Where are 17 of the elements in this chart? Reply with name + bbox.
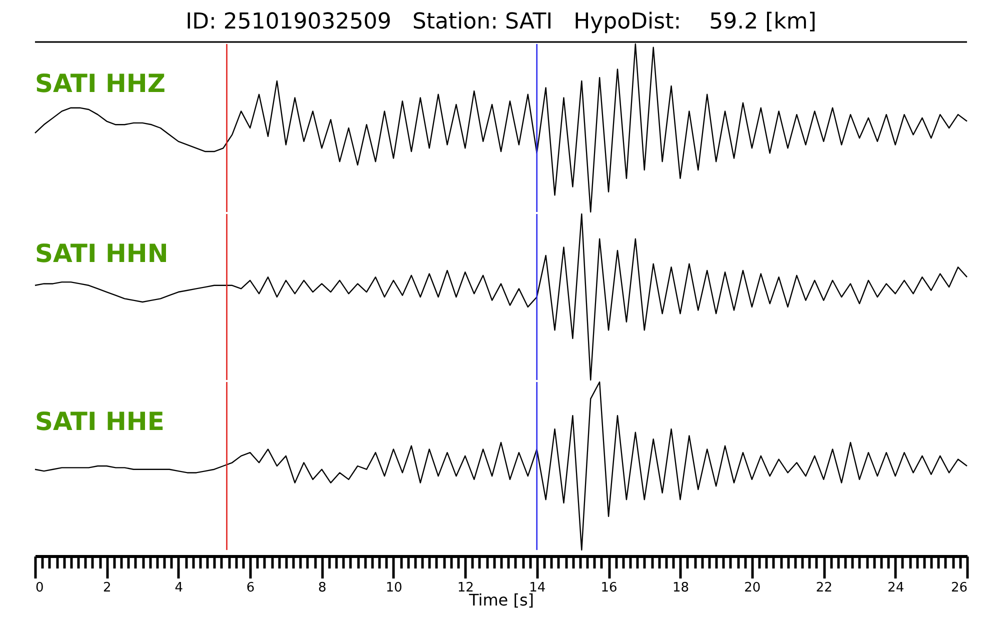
series-label: SATI HHZ: [35, 69, 166, 98]
x-tick-label: 22: [816, 580, 832, 596]
x-tick-label: 10: [386, 580, 402, 596]
x-tick-label: 6: [246, 580, 255, 596]
x-tick-label: 0: [36, 580, 44, 596]
x-tick-label: 8: [318, 580, 326, 596]
chart-title: ID: 251019032509 Station: SATI HypoDist: 59.2 [km]: [186, 9, 816, 34]
series-label: SATI HHE: [35, 407, 164, 436]
x-tick-label: 20: [744, 580, 761, 596]
series-label: SATI HHN: [35, 239, 168, 268]
x-tick-label: 18: [672, 580, 690, 596]
x-tick-label: 24: [888, 580, 904, 596]
x-tick-label: 16: [600, 580, 618, 596]
x-axis-title: Time [s]: [468, 590, 534, 610]
x-tick-label: 2: [103, 580, 112, 596]
x-tick-label: 26: [950, 580, 968, 596]
x-tick-label: 4: [174, 580, 184, 596]
